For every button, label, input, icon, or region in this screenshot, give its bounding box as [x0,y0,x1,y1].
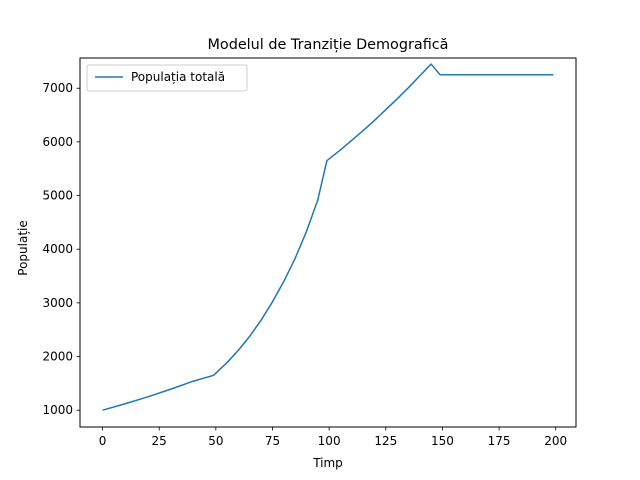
x-tick-label: 125 [374,434,397,448]
y-tick-label: 2000 [42,350,73,364]
y-tick-label: 6000 [42,135,73,149]
axes-frame [79,57,577,428]
x-tick-label: 150 [431,434,454,448]
x-tick-label: 75 [265,434,280,448]
x-tick-label: 175 [488,434,511,448]
axis-ticks: 0 25 50 75 100 125 150 175 200 1000 2000 3000 4000 50… [42,81,567,448]
series-line-0 [102,63,554,411]
x-tick-label: 25 [152,434,167,448]
y-tick-label: 5000 [42,189,73,203]
y-tick-label: 4000 [42,242,73,256]
legend: Populația totală [86,64,248,92]
y-tick-label: 3000 [42,296,73,310]
x-tick-label: 100 [318,434,341,448]
y-tick-label: 1000 [42,403,73,417]
x-tick-label: 0 [99,434,107,448]
x-tick-label: 50 [208,434,223,448]
plot-area [102,63,554,411]
legend-label: Populația totală [131,70,225,84]
y-axis-label: Populație [16,220,30,275]
x-tick-label: 200 [544,434,567,448]
y-tick-label: 7000 [42,81,73,95]
chart-title: Modelul de Tranziție Demografică [207,37,448,53]
x-axis-label: Timp [312,456,343,470]
legend-box [86,64,248,92]
